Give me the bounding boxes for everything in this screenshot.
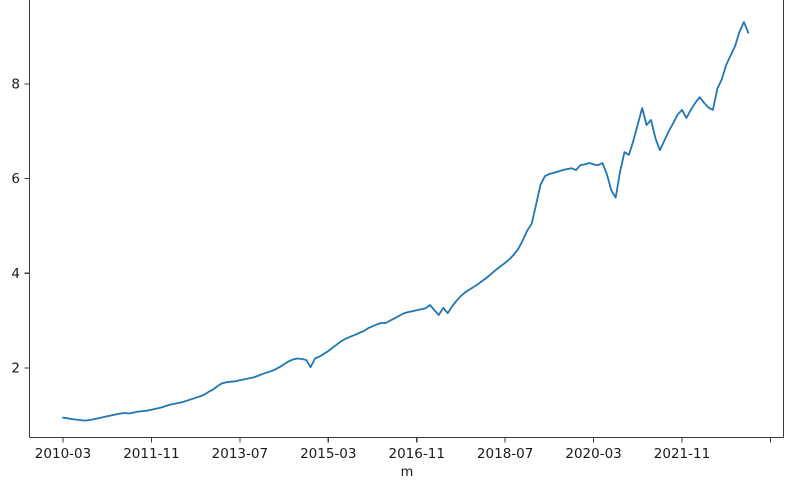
y-tick-label: 4 — [11, 266, 20, 282]
plot-area — [29, 0, 783, 437]
x-tick-label: 2015-03 — [300, 446, 356, 462]
x-tick-label: 2016-11 — [389, 446, 445, 462]
y-tick-label: 6 — [11, 171, 20, 187]
series-line — [62, 20, 750, 422]
x-tick-label: 2010-03 — [35, 446, 91, 462]
x-tick-label: 2013-07 — [212, 446, 268, 462]
x-tick-label: 2020-03 — [565, 446, 621, 462]
x-axis-ticks: 2010-03 2011-11 2013-07 2015-03 2016-11 2018-… — [35, 437, 772, 462]
y-tick-label: 8 — [11, 76, 20, 92]
x-axis-label: m — [401, 465, 414, 480]
x-tick-label: 2011-11 — [123, 446, 179, 462]
x-tick-label: 2021-11 — [654, 446, 710, 462]
data-series — [62, 20, 750, 422]
x-tick-label: 2018-07 — [477, 446, 533, 462]
y-axis-ticks: 2 4 6 8 — [11, 76, 30, 377]
y-tick-label: 2 — [11, 361, 20, 377]
